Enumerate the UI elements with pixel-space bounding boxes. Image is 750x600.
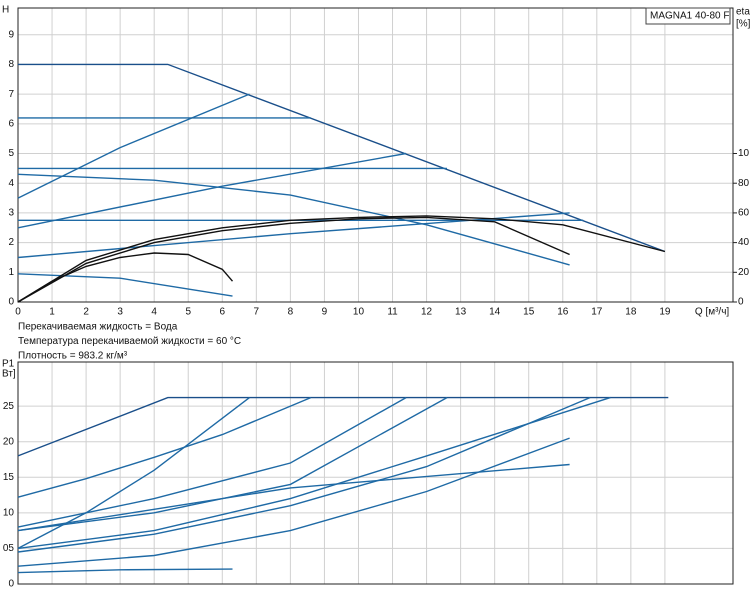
y-tick-label: 0	[8, 579, 14, 590]
x-tick-label: 0	[15, 307, 21, 318]
annotation: Перекачиваемая жидкость = Вода	[18, 322, 178, 333]
y-tick-label: 20	[3, 436, 15, 447]
plot-frame	[17, 361, 734, 585]
x-tick-label: 6	[220, 307, 226, 318]
curve	[17, 396, 591, 553]
x-tick-label: 5	[185, 307, 191, 318]
curve	[17, 396, 312, 498]
y-tick-label: 0	[8, 297, 14, 308]
x-tick-label: 14	[489, 307, 501, 318]
y-tick-label: 2	[8, 237, 14, 248]
y-tick-label: 8	[8, 59, 14, 70]
annotation: Температура перекачиваемой жидкости = 60…	[18, 336, 241, 347]
x-tick-label: 7	[254, 307, 260, 318]
y-tick-label: 25	[3, 401, 15, 412]
y2-axis-label: eta	[736, 7, 750, 18]
y-axis-label: H	[2, 5, 9, 16]
curve	[17, 396, 611, 550]
x-tick-label: 10	[353, 307, 365, 318]
y-tick-label: 10	[3, 507, 15, 518]
y-tick-label: 3	[8, 208, 14, 219]
curve	[17, 568, 233, 574]
x-tick-label: 16	[557, 307, 569, 318]
legend-box	[645, 7, 731, 25]
curve	[17, 273, 233, 297]
x-tick-label: 3	[117, 307, 123, 318]
curve	[17, 396, 669, 457]
x-tick-label: 11	[387, 307, 398, 318]
x-tick-label: 18	[625, 307, 637, 318]
x-tick-label: 19	[659, 307, 671, 318]
y-tick-label: 5	[8, 148, 14, 159]
curve	[17, 216, 570, 303]
x-tick-label: 13	[455, 307, 467, 318]
plot-area	[18, 362, 733, 584]
curve	[17, 152, 407, 229]
y-axis-label: P1	[2, 359, 15, 370]
plot-area	[18, 8, 733, 302]
plot-frame	[17, 7, 734, 303]
x-tick-label: 2	[83, 307, 89, 318]
y-tick-label: 4	[8, 178, 14, 189]
y-tick-label: 6	[8, 118, 14, 129]
annotation: Плотность = 983.2 кг/м³	[18, 351, 128, 362]
curve	[18, 63, 666, 253]
curve	[17, 397, 250, 550]
x-tick-label: 4	[151, 307, 157, 318]
y-axis-unit: Вт]	[2, 369, 16, 380]
y-tick-label: 05	[3, 543, 15, 554]
y2-tick-label: 0	[738, 297, 744, 308]
legend-text: MAGNA1 40-80 F	[650, 11, 729, 22]
y-tick-label: 7	[8, 89, 14, 100]
curve	[17, 173, 570, 266]
x-axis-label: Q [м³/ч]	[695, 307, 730, 318]
curve	[17, 437, 570, 567]
y2-tick-label: 80	[738, 178, 750, 189]
x-tick-label: 15	[523, 307, 535, 318]
y-tick-label: 9	[8, 29, 14, 40]
curve	[17, 396, 407, 528]
y2-tick-label: 60	[738, 208, 750, 219]
y2-axis-unit: [%]	[736, 19, 750, 30]
curve	[17, 212, 570, 259]
y2-tick-label: 20	[738, 267, 750, 278]
x-tick-label: 8	[288, 307, 294, 318]
x-tick-label: 9	[322, 307, 328, 318]
x-tick-label: 12	[421, 307, 433, 318]
curve	[17, 215, 666, 303]
curve	[17, 463, 570, 532]
y2-tick-label: 10	[738, 148, 750, 159]
x-tick-label: 17	[591, 307, 603, 318]
curve	[17, 93, 250, 199]
x-tick-label: 1	[49, 307, 55, 318]
y-tick-label: 1	[8, 267, 14, 278]
y2-tick-label: 40	[738, 237, 750, 248]
y-tick-label: 15	[3, 472, 15, 483]
